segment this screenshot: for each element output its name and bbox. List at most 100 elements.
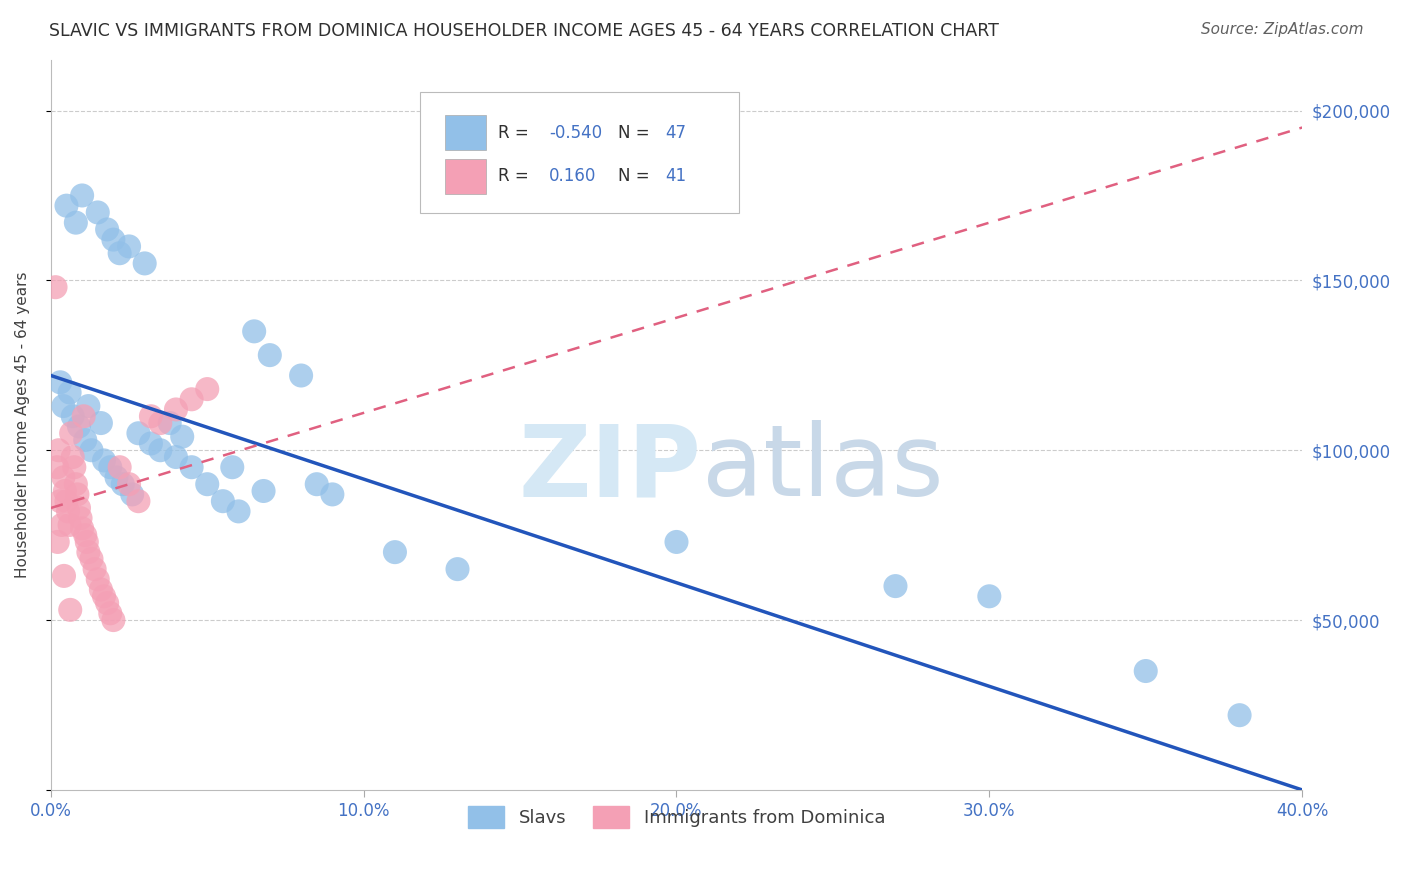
FancyBboxPatch shape [420, 93, 740, 213]
Point [48, 443, 70, 458]
Point [70, 521, 93, 535]
Point [96, 222, 118, 236]
Point [46, 535, 69, 549]
Point [180, 392, 202, 407]
Point [1135, 664, 1157, 678]
Point [93, 453, 115, 467]
Point [180, 460, 202, 475]
Text: SLAVIC VS IMMIGRANTS FROM DOMINICA HOUSEHOLDER INCOME AGES 45 - 64 YEARS CORRELA: SLAVIC VS IMMIGRANTS FROM DOMINICA HOUSE… [49, 22, 1000, 40]
Point [90, 582, 112, 597]
Point [884, 579, 907, 593]
Point [172, 430, 194, 444]
Point [83, 562, 105, 576]
Point [49, 376, 72, 390]
Point [65, 216, 87, 230]
Point [228, 504, 250, 518]
Point [665, 535, 688, 549]
Point [195, 477, 218, 491]
Point [134, 256, 156, 270]
Point [165, 450, 187, 464]
Point [59, 518, 82, 533]
Text: N =: N = [617, 124, 655, 142]
Point [195, 382, 218, 396]
Point [67, 419, 90, 434]
Point [111, 477, 134, 491]
Point [66, 487, 89, 501]
Text: 0.160: 0.160 [548, 168, 596, 186]
Point [65, 477, 87, 491]
Point [121, 487, 143, 501]
Point [221, 460, 243, 475]
Point [252, 483, 274, 498]
Text: ZIP: ZIP [519, 420, 702, 517]
Point [139, 409, 162, 424]
Text: N =: N = [617, 168, 655, 186]
Point [56, 504, 79, 518]
Point [446, 562, 468, 576]
Point [77, 399, 100, 413]
Point [51, 518, 73, 533]
Point [59, 385, 82, 400]
Y-axis label: Householder Income Ages 45 - 64 years: Householder Income Ages 45 - 64 years [15, 271, 30, 578]
Point [55, 199, 77, 213]
Point [59, 603, 82, 617]
Point [305, 477, 328, 491]
Point [63, 460, 86, 475]
Point [127, 426, 149, 441]
Point [98, 607, 121, 621]
Point [165, 402, 187, 417]
Text: Source: ZipAtlas.com: Source: ZipAtlas.com [1201, 22, 1364, 37]
Text: R =: R = [498, 124, 533, 142]
Point [62, 450, 84, 464]
Point [290, 368, 312, 383]
Point [139, 436, 162, 450]
Point [75, 433, 97, 447]
Point [118, 477, 141, 491]
Point [159, 416, 181, 430]
Point [76, 535, 98, 549]
Point [384, 545, 406, 559]
Point [96, 596, 118, 610]
Point [103, 613, 125, 627]
Point [52, 399, 75, 413]
Point [105, 470, 128, 484]
Point [55, 494, 77, 508]
Point [127, 494, 149, 508]
Point [1229, 708, 1251, 723]
Point [87, 205, 110, 219]
Text: 41: 41 [665, 168, 686, 186]
Point [87, 572, 110, 586]
Point [52, 569, 75, 583]
Point [118, 239, 141, 253]
Point [60, 426, 83, 441]
Point [80, 552, 103, 566]
Point [149, 443, 172, 458]
Legend: Slavs, Immigrants from Dominica: Slavs, Immigrants from Dominica [461, 799, 893, 836]
Point [243, 324, 266, 338]
Point [52, 470, 75, 484]
Point [103, 233, 125, 247]
Point [62, 409, 84, 424]
Point [69, 511, 91, 525]
Text: -0.540: -0.540 [548, 124, 602, 142]
Point [75, 528, 97, 542]
Point [93, 589, 115, 603]
Point [108, 246, 131, 260]
Point [149, 416, 172, 430]
Point [98, 460, 121, 475]
Point [44, 280, 66, 294]
Point [321, 487, 343, 501]
Point [90, 416, 112, 430]
Text: R =: R = [498, 168, 533, 186]
Point [67, 500, 90, 515]
Text: atlas: atlas [702, 420, 943, 517]
Point [979, 589, 1001, 603]
Point [259, 348, 281, 362]
Point [108, 460, 131, 475]
Point [212, 494, 235, 508]
FancyBboxPatch shape [444, 115, 486, 150]
Point [70, 188, 93, 202]
Point [53, 483, 76, 498]
Point [77, 545, 100, 559]
FancyBboxPatch shape [444, 159, 486, 194]
